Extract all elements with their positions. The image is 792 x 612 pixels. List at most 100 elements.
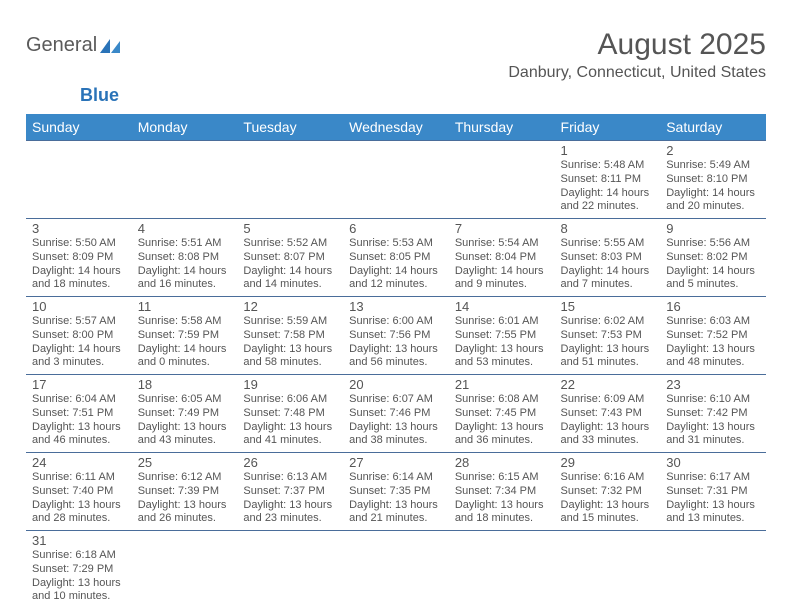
sunset-text: Sunset: 7:45 PM bbox=[455, 407, 549, 421]
day-info: Sunrise: 6:03 AMSunset: 7:52 PMDaylight:… bbox=[666, 315, 760, 370]
day-number: 21 bbox=[455, 377, 549, 392]
calendar-day-cell: 26Sunrise: 6:13 AMSunset: 7:37 PMDayligh… bbox=[237, 453, 343, 531]
sunrise-text: Sunrise: 5:52 AM bbox=[243, 237, 337, 251]
day-number: 23 bbox=[666, 377, 760, 392]
daylight-text: Daylight: 13 hours and 48 minutes. bbox=[666, 343, 760, 371]
sunset-text: Sunset: 7:58 PM bbox=[243, 329, 337, 343]
calendar-day-cell: 2Sunrise: 5:49 AMSunset: 8:10 PMDaylight… bbox=[660, 141, 766, 219]
day-info: Sunrise: 5:52 AMSunset: 8:07 PMDaylight:… bbox=[243, 237, 337, 292]
calendar-day-cell: 25Sunrise: 6:12 AMSunset: 7:39 PMDayligh… bbox=[132, 453, 238, 531]
day-number: 27 bbox=[349, 455, 443, 470]
sunset-text: Sunset: 8:08 PM bbox=[138, 251, 232, 265]
day-number: 10 bbox=[32, 299, 126, 314]
day-info: Sunrise: 6:12 AMSunset: 7:39 PMDaylight:… bbox=[138, 471, 232, 526]
day-number: 15 bbox=[561, 299, 655, 314]
calendar-day-cell: 1Sunrise: 5:48 AMSunset: 8:11 PMDaylight… bbox=[555, 141, 661, 219]
day-info: Sunrise: 6:11 AMSunset: 7:40 PMDaylight:… bbox=[32, 471, 126, 526]
calendar-day-cell: 6Sunrise: 5:53 AMSunset: 8:05 PMDaylight… bbox=[343, 219, 449, 297]
sunset-text: Sunset: 7:39 PM bbox=[138, 485, 232, 499]
sunset-text: Sunset: 8:04 PM bbox=[455, 251, 549, 265]
day-number: 26 bbox=[243, 455, 337, 470]
calendar-week-row: 31Sunrise: 6:18 AMSunset: 7:29 PMDayligh… bbox=[26, 531, 766, 609]
day-info: Sunrise: 6:00 AMSunset: 7:56 PMDaylight:… bbox=[349, 315, 443, 370]
day-info: Sunrise: 6:16 AMSunset: 7:32 PMDaylight:… bbox=[561, 471, 655, 526]
day-info: Sunrise: 6:04 AMSunset: 7:51 PMDaylight:… bbox=[32, 393, 126, 448]
sunset-text: Sunset: 7:40 PM bbox=[32, 485, 126, 499]
day-info: Sunrise: 6:15 AMSunset: 7:34 PMDaylight:… bbox=[455, 471, 549, 526]
sunrise-text: Sunrise: 6:08 AM bbox=[455, 393, 549, 407]
sunrise-text: Sunrise: 6:14 AM bbox=[349, 471, 443, 485]
day-number: 14 bbox=[455, 299, 549, 314]
daylight-text: Daylight: 13 hours and 13 minutes. bbox=[666, 499, 760, 527]
calendar-day-cell: 27Sunrise: 6:14 AMSunset: 7:35 PMDayligh… bbox=[343, 453, 449, 531]
daylight-text: Daylight: 14 hours and 3 minutes. bbox=[32, 343, 126, 371]
day-number: 19 bbox=[243, 377, 337, 392]
sunrise-text: Sunrise: 6:09 AM bbox=[561, 393, 655, 407]
daylight-text: Daylight: 14 hours and 5 minutes. bbox=[666, 265, 760, 293]
day-info: Sunrise: 5:57 AMSunset: 8:00 PMDaylight:… bbox=[32, 315, 126, 370]
daylight-text: Daylight: 13 hours and 38 minutes. bbox=[349, 421, 443, 449]
day-info: Sunrise: 6:05 AMSunset: 7:49 PMDaylight:… bbox=[138, 393, 232, 448]
day-info: Sunrise: 6:14 AMSunset: 7:35 PMDaylight:… bbox=[349, 471, 443, 526]
daylight-text: Daylight: 14 hours and 0 minutes. bbox=[138, 343, 232, 371]
daylight-text: Daylight: 13 hours and 28 minutes. bbox=[32, 499, 126, 527]
day-number: 13 bbox=[349, 299, 443, 314]
calendar-table: SundayMondayTuesdayWednesdayThursdayFrid… bbox=[26, 114, 766, 609]
logo-word-1: General bbox=[26, 34, 97, 57]
sunset-text: Sunset: 7:52 PM bbox=[666, 329, 760, 343]
sunrise-text: Sunrise: 6:12 AM bbox=[138, 471, 232, 485]
calendar-day-cell: 21Sunrise: 6:08 AMSunset: 7:45 PMDayligh… bbox=[449, 375, 555, 453]
month-title: August 2025 bbox=[508, 28, 766, 62]
calendar-week-row: 17Sunrise: 6:04 AMSunset: 7:51 PMDayligh… bbox=[26, 375, 766, 453]
sunset-text: Sunset: 7:34 PM bbox=[455, 485, 549, 499]
sunset-text: Sunset: 7:35 PM bbox=[349, 485, 443, 499]
day-number: 2 bbox=[666, 143, 760, 158]
daylight-text: Daylight: 14 hours and 18 minutes. bbox=[32, 265, 126, 293]
sunrise-text: Sunrise: 5:50 AM bbox=[32, 237, 126, 251]
calendar-day-cell: 16Sunrise: 6:03 AMSunset: 7:52 PMDayligh… bbox=[660, 297, 766, 375]
calendar-day-cell: 29Sunrise: 6:16 AMSunset: 7:32 PMDayligh… bbox=[555, 453, 661, 531]
day-number: 30 bbox=[666, 455, 760, 470]
sunset-text: Sunset: 8:09 PM bbox=[32, 251, 126, 265]
calendar-empty-cell bbox=[449, 141, 555, 219]
calendar-day-cell: 7Sunrise: 5:54 AMSunset: 8:04 PMDaylight… bbox=[449, 219, 555, 297]
daylight-text: Daylight: 14 hours and 14 minutes. bbox=[243, 265, 337, 293]
calendar-day-cell: 8Sunrise: 5:55 AMSunset: 8:03 PMDaylight… bbox=[555, 219, 661, 297]
day-info: Sunrise: 5:59 AMSunset: 7:58 PMDaylight:… bbox=[243, 315, 337, 370]
sunset-text: Sunset: 7:53 PM bbox=[561, 329, 655, 343]
calendar-empty-cell bbox=[237, 531, 343, 609]
calendar-day-cell: 23Sunrise: 6:10 AMSunset: 7:42 PMDayligh… bbox=[660, 375, 766, 453]
day-info: Sunrise: 6:13 AMSunset: 7:37 PMDaylight:… bbox=[243, 471, 337, 526]
calendar-page: General August 2025 Danbury, Connecticut… bbox=[0, 0, 792, 609]
day-info: Sunrise: 6:09 AMSunset: 7:43 PMDaylight:… bbox=[561, 393, 655, 448]
calendar-day-cell: 3Sunrise: 5:50 AMSunset: 8:09 PMDaylight… bbox=[26, 219, 132, 297]
daylight-text: Daylight: 13 hours and 21 minutes. bbox=[349, 499, 443, 527]
day-number: 7 bbox=[455, 221, 549, 236]
weekday-header: Tuesday bbox=[237, 114, 343, 141]
calendar-day-cell: 13Sunrise: 6:00 AMSunset: 7:56 PMDayligh… bbox=[343, 297, 449, 375]
daylight-text: Daylight: 13 hours and 43 minutes. bbox=[138, 421, 232, 449]
day-info: Sunrise: 5:48 AMSunset: 8:11 PMDaylight:… bbox=[561, 159, 655, 214]
calendar-day-cell: 19Sunrise: 6:06 AMSunset: 7:48 PMDayligh… bbox=[237, 375, 343, 453]
calendar-empty-cell bbox=[343, 531, 449, 609]
day-info: Sunrise: 6:06 AMSunset: 7:48 PMDaylight:… bbox=[243, 393, 337, 448]
sunrise-text: Sunrise: 6:06 AM bbox=[243, 393, 337, 407]
sunrise-text: Sunrise: 6:04 AM bbox=[32, 393, 126, 407]
daylight-text: Daylight: 13 hours and 23 minutes. bbox=[243, 499, 337, 527]
daylight-text: Daylight: 13 hours and 58 minutes. bbox=[243, 343, 337, 371]
sunrise-text: Sunrise: 5:48 AM bbox=[561, 159, 655, 173]
day-number: 11 bbox=[138, 299, 232, 314]
sunrise-text: Sunrise: 5:57 AM bbox=[32, 315, 126, 329]
daylight-text: Daylight: 13 hours and 51 minutes. bbox=[561, 343, 655, 371]
day-number: 29 bbox=[561, 455, 655, 470]
calendar-day-cell: 5Sunrise: 5:52 AMSunset: 8:07 PMDaylight… bbox=[237, 219, 343, 297]
day-number: 16 bbox=[666, 299, 760, 314]
day-number: 1 bbox=[561, 143, 655, 158]
day-info: Sunrise: 5:55 AMSunset: 8:03 PMDaylight:… bbox=[561, 237, 655, 292]
sunrise-text: Sunrise: 6:05 AM bbox=[138, 393, 232, 407]
day-info: Sunrise: 6:18 AMSunset: 7:29 PMDaylight:… bbox=[32, 549, 126, 604]
sunrise-text: Sunrise: 6:07 AM bbox=[349, 393, 443, 407]
daylight-text: Daylight: 13 hours and 56 minutes. bbox=[349, 343, 443, 371]
sunset-text: Sunset: 8:10 PM bbox=[666, 173, 760, 187]
calendar-day-cell: 31Sunrise: 6:18 AMSunset: 7:29 PMDayligh… bbox=[26, 531, 132, 609]
